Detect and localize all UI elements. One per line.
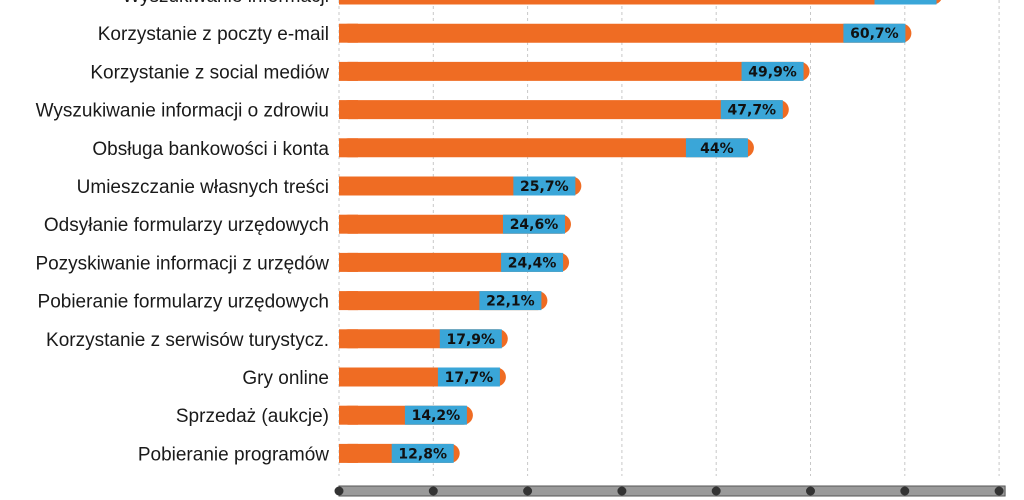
category-label: Pobieranie programów (138, 444, 329, 465)
value-label: 64% (889, 0, 923, 4)
category-label: Pobieranie formularzy urzędowych (38, 292, 329, 313)
axis-tick-dot (428, 486, 438, 496)
axis-tick-dot (523, 486, 533, 496)
bar-base (339, 367, 358, 387)
category-label: Korzystanie z poczty e-mail (98, 24, 329, 45)
value-label: 12,8% (398, 446, 447, 462)
value-label: 24,6% (510, 217, 559, 233)
bars (339, 0, 942, 463)
value-label: 47,7% (728, 103, 777, 119)
category-label: Wyszukiwanie informacji o zdrowiu (36, 101, 329, 122)
bar-base (339, 100, 358, 120)
value-label: 14,2% (412, 408, 461, 424)
value-label-box (404, 405, 467, 425)
bar (339, 23, 912, 43)
axis-tick-dot (994, 486, 1004, 496)
category-label: Korzystanie z serwisów turystycz. (46, 330, 329, 351)
bar-base (339, 176, 358, 196)
bar-base (339, 443, 358, 463)
category-label: Umieszczanie własnych treści (77, 177, 329, 198)
value-label-box (437, 367, 500, 387)
value-label-box (874, 0, 937, 5)
bar-base (339, 214, 358, 234)
category-label: Sprzedaż (aukcje) (176, 406, 329, 427)
value-label: 22,1% (486, 294, 535, 310)
bar-base (339, 252, 358, 272)
bar-base (339, 61, 358, 81)
value-label-box (391, 443, 454, 463)
value-label: 60,7% (850, 26, 899, 42)
category-labels: Wyszukiwanie informacji Korzystanie z poc… (35, 0, 329, 465)
bar-base (339, 138, 358, 158)
value-label: 44% (700, 141, 734, 157)
bar (339, 61, 810, 81)
value-label: 25,7% (520, 179, 569, 195)
bar-base (339, 329, 358, 349)
value-label-box (479, 291, 542, 311)
category-label: Odsyłanie formularzy urzędowych (44, 215, 329, 236)
value-label: 49,9% (748, 64, 797, 80)
x-axis (334, 485, 1006, 497)
value-label-box (439, 329, 502, 349)
value-label-box (843, 23, 906, 43)
category-label: Obsługa bankowości i konta (92, 139, 329, 160)
bar (339, 138, 754, 158)
value-label-box (685, 138, 748, 158)
value-label-box (741, 61, 804, 81)
value-labels: 64% 60,7% 49,9% 47,7% 44% 25,7% 24,6% 24,4% 22,1… (391, 0, 937, 463)
value-label: 17,9% (447, 332, 496, 348)
axis-tick-dot (900, 486, 910, 496)
bar-base (339, 291, 358, 311)
value-label-box (501, 252, 564, 272)
bar (340, 0, 942, 5)
value-label-box (720, 100, 783, 120)
axis-tick-dot (711, 486, 721, 496)
bar (339, 100, 789, 120)
axis-tick-dot (334, 486, 344, 496)
category-label: Gry online (242, 368, 329, 389)
category-label: Pozyskiwanie informacji z urzędów (35, 253, 329, 274)
value-label: 17,7% (445, 370, 494, 386)
category-label: Wyszukiwanie informacji (122, 0, 329, 7)
value-label-box (513, 176, 576, 196)
bar-base (339, 23, 358, 43)
category-label: Korzystanie z social mediów (90, 62, 329, 83)
axis-tick-dot (617, 486, 627, 496)
value-label: 24,4% (508, 255, 557, 271)
axis-tick-dot (806, 486, 815, 496)
value-label-box (502, 214, 565, 234)
bar-base (339, 0, 358, 5)
bar-base (339, 405, 358, 425)
